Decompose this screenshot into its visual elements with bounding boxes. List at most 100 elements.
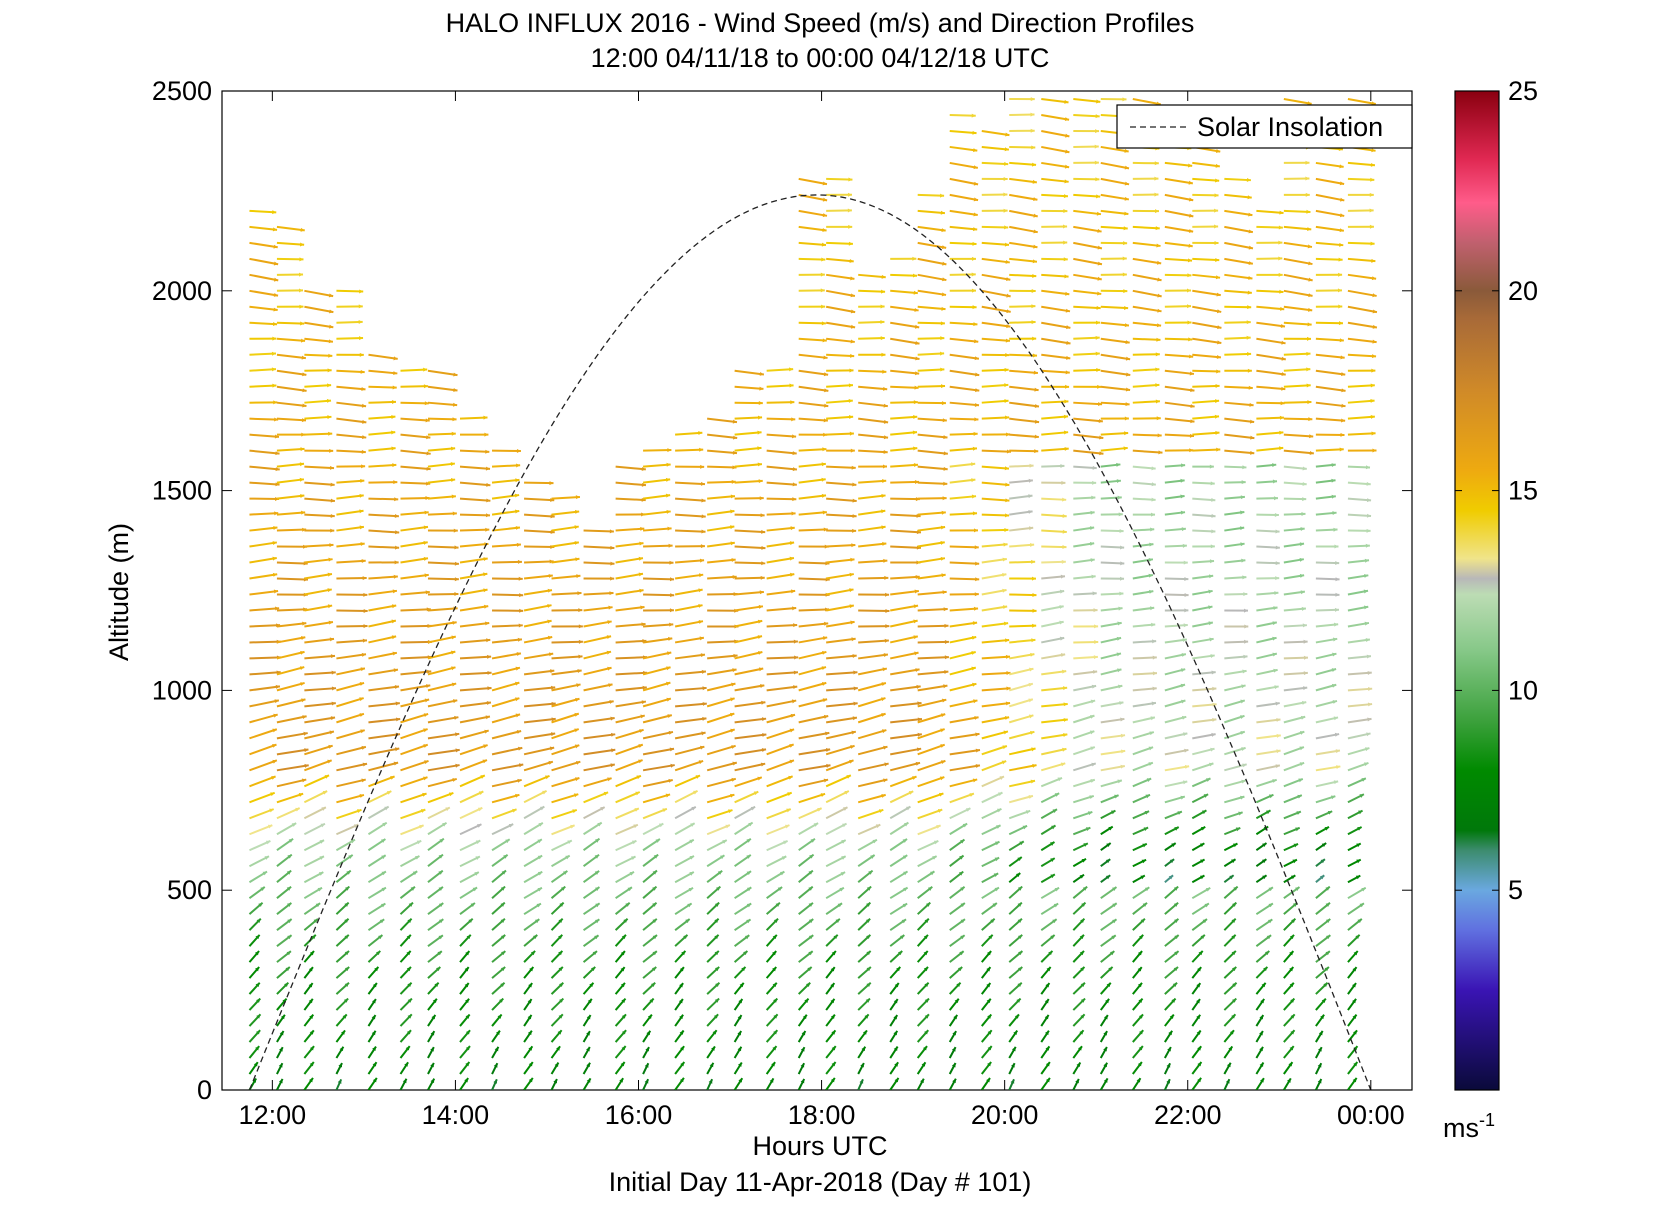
wind-arrow xyxy=(582,1014,592,1027)
wind-arrow xyxy=(582,950,598,963)
wind-arrow xyxy=(857,667,888,676)
wind-arrow xyxy=(1132,731,1155,740)
wind-arrow xyxy=(1100,934,1117,947)
wind-arrow xyxy=(981,824,1001,836)
wind-arrow xyxy=(1040,762,1066,772)
wind-arrow xyxy=(917,759,946,772)
wind-arrow xyxy=(706,1013,719,1027)
wind-arrow xyxy=(766,791,793,804)
wind-arrow xyxy=(1164,901,1179,915)
wind-arrow xyxy=(491,478,520,484)
wind-arrow xyxy=(615,526,645,532)
wind-arrow xyxy=(1164,510,1186,516)
wind-arrow xyxy=(1009,112,1035,117)
wind-arrow xyxy=(1347,621,1370,628)
wind-arrow xyxy=(1100,950,1115,963)
wind-arrow xyxy=(1315,544,1339,549)
wind-arrow xyxy=(1347,224,1374,229)
wind-arrow xyxy=(368,414,396,420)
wind-arrow xyxy=(917,669,949,676)
wind-arrow xyxy=(917,839,939,852)
wind-arrow xyxy=(523,934,538,947)
wind-arrow xyxy=(551,509,580,516)
wind-arrow xyxy=(459,774,486,788)
wind-arrow xyxy=(1164,463,1186,468)
wind-arrow xyxy=(981,840,1000,852)
wind-arrow xyxy=(368,790,392,804)
wind-arrow xyxy=(1347,448,1377,453)
wind-arrow xyxy=(858,273,886,279)
wind-arrow xyxy=(825,902,843,916)
wind-arrow xyxy=(1073,368,1101,373)
wind-arrow xyxy=(1223,1078,1231,1090)
wind-arrow xyxy=(336,681,365,692)
wind-arrow xyxy=(1315,668,1337,676)
wind-arrow xyxy=(276,288,304,293)
wind-arrow xyxy=(1315,209,1345,218)
wind-arrow xyxy=(1009,304,1036,309)
wind-arrow xyxy=(706,824,731,836)
wind-arrow xyxy=(368,701,400,708)
wind-arrow xyxy=(1347,1077,1358,1090)
wind-arrow xyxy=(400,401,429,406)
wind-arrow xyxy=(674,1061,686,1075)
wind-arrow xyxy=(248,870,268,884)
wind-arrow xyxy=(615,807,640,820)
wind-arrow xyxy=(916,934,929,947)
wind-arrow xyxy=(249,449,280,456)
wind-arrow xyxy=(643,577,675,582)
wind-arrow xyxy=(857,869,874,883)
wind-arrow xyxy=(1008,730,1035,740)
wind-arrow xyxy=(427,792,454,804)
wind-arrow xyxy=(1283,715,1306,724)
wind-arrow xyxy=(642,681,671,692)
wind-arrow xyxy=(765,1077,775,1090)
wind-arrow xyxy=(1191,934,1206,947)
wind-arrow xyxy=(1224,289,1252,295)
wind-arrow xyxy=(248,1029,261,1043)
wind-arrow xyxy=(1164,1030,1173,1043)
wind-arrow xyxy=(1223,826,1241,836)
wind-arrow xyxy=(890,400,918,405)
wind-arrow xyxy=(889,886,909,900)
wind-arrow xyxy=(643,622,674,628)
wind-arrow xyxy=(797,1014,808,1027)
wind-arrow xyxy=(336,493,364,500)
wind-arrow xyxy=(491,823,514,836)
wind-arrow xyxy=(303,790,328,804)
wind-arrow xyxy=(1224,763,1247,772)
wind-arrow xyxy=(614,1061,626,1075)
wind-arrow xyxy=(1132,481,1156,487)
wind-arrow xyxy=(1008,1013,1020,1027)
wind-arrow xyxy=(706,744,736,756)
wind-arrow xyxy=(1041,414,1069,420)
wind-arrow xyxy=(368,589,398,596)
wind-arrow xyxy=(1100,321,1130,328)
wind-arrow xyxy=(642,1078,650,1090)
wind-arrow xyxy=(734,902,752,916)
wind-arrow xyxy=(427,998,438,1011)
wind-arrow xyxy=(889,934,905,947)
wind-arrow xyxy=(643,448,672,453)
wind-arrow xyxy=(889,1046,899,1059)
wind-arrow xyxy=(707,575,737,580)
wind-arrow xyxy=(1009,336,1037,341)
wind-arrow xyxy=(492,576,523,581)
wind-arrow xyxy=(523,902,542,916)
wind-arrow xyxy=(276,447,305,452)
wind-arrow xyxy=(400,465,431,471)
wind-arrow xyxy=(614,950,626,963)
wind-arrow xyxy=(1073,574,1096,580)
wind-arrow xyxy=(858,464,888,469)
wind-arrow xyxy=(459,588,488,596)
wind-arrow xyxy=(1283,273,1313,282)
wind-arrow xyxy=(249,209,277,215)
wind-arrow xyxy=(1223,1013,1237,1027)
wind-arrow xyxy=(551,608,583,613)
wind-arrow xyxy=(1283,305,1313,312)
wind-arrow xyxy=(1073,778,1096,788)
wind-arrow xyxy=(614,982,626,995)
wind-arrow xyxy=(1132,289,1162,298)
wind-arrow xyxy=(917,728,945,740)
wind-arrow xyxy=(1315,780,1339,788)
